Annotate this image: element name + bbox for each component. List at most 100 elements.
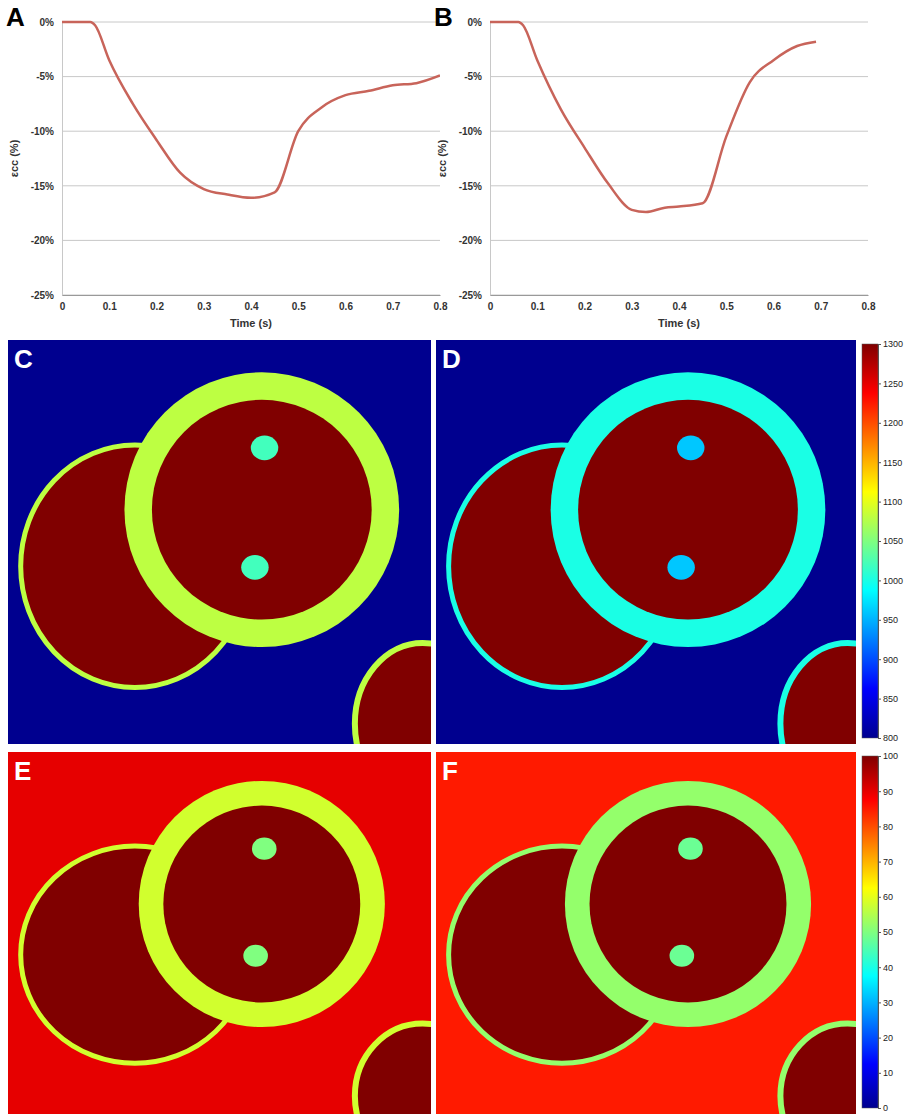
tick: 80 [878,822,893,832]
tick-label: -15% [459,181,482,192]
tick: 0.8 [862,295,876,312]
tick: -25% [459,290,490,301]
y-axis-title: εcc (%) [8,139,20,177]
tick-label: 0.6 [339,301,353,312]
tick-mark [878,344,881,345]
tick-label: 0.2 [578,301,592,312]
tick: -15% [459,181,490,192]
tick-label: 0.6 [767,301,781,312]
x-axis: 00.10.20.30.40.50.60.70.8 [60,295,448,312]
tick-label: 1050 [883,536,903,546]
adjacent-blood [355,643,431,744]
papillary-muscle [252,838,277,860]
papillary-muscle [670,945,695,967]
papillary-muscle [251,436,278,461]
tick-label: -20% [459,235,482,246]
tick: 30 [878,998,893,1008]
tick-label: 0 [883,1103,888,1113]
y-axis: -25%-20%-15%-10%-5%0% [459,17,491,301]
tick-label: 0% [40,17,55,28]
tick: 0 [878,1103,888,1113]
tick: 0.3 [625,295,639,312]
y-axis: -25%-20%-15%-10%-5%0% [31,17,63,301]
tick-mark [878,862,881,863]
tick-label: -10% [459,126,482,137]
tick: 50 [878,927,893,937]
tick-mark [878,699,881,700]
tick: 0.2 [578,295,592,312]
tick-mark [878,620,881,621]
tick-label: -10% [31,126,54,137]
tick-label: 800 [883,733,898,743]
tick: -10% [31,126,62,137]
tick-label: -5% [36,71,54,82]
tick-label: 0.1 [103,301,117,312]
tick-label: 1300 [883,339,903,349]
tick-label: 0.3 [625,301,639,312]
tick-label: 0 [60,301,66,312]
figure: -25% -20% -15% -10% -5% 0% 0 0.1 0.2 0.3 0.4 0.5 0.6… [0,0,917,1119]
lv-myocardium [565,781,811,1027]
grid-line [490,185,868,186]
tick-mark [878,502,881,503]
tick-mark [878,541,881,542]
tick: -25% [31,290,62,301]
tick-label: 0.5 [720,301,734,312]
tick-label: 0% [468,17,483,28]
tick: 0.2 [150,295,164,312]
tick-label: 60 [883,892,893,902]
panel-label: B [434,2,453,32]
tick-label: 0.3 [197,301,211,312]
tick: 900 [878,655,898,665]
tick: 0.4 [245,295,259,312]
tick-label: 10 [883,1068,893,1078]
colorbar-gradient [862,344,878,738]
grid-line [490,22,868,23]
tick-mark [878,462,881,463]
tick-label: -25% [31,290,54,301]
tick-mark [878,756,881,757]
tick-label: 1100 [883,497,902,507]
axis-line [62,23,63,296]
colorbar-gradient [862,756,878,1108]
tick-label: 1150 [883,458,902,468]
map-panel: E [8,752,490,1119]
axis-line [490,23,491,296]
tick-mark [878,423,881,424]
tick: 0.1 [103,295,117,312]
grid [490,22,868,295]
grid-line [490,131,868,132]
tick-label: 30 [883,998,893,1008]
adjacent-blood [355,1024,431,1115]
strain-curve [490,22,816,212]
tick-label: 0.2 [150,301,164,312]
lv-blood-pool [590,806,787,1003]
tick: 1050 [878,536,903,546]
tick-label: -25% [459,290,482,301]
tick-label: 70 [883,857,893,867]
plot-marks [62,22,440,198]
map-marks [8,340,431,744]
tick: 20 [878,1033,893,1043]
tick-label: 80 [883,822,893,832]
tick: 0.1 [531,295,545,312]
colorbar-axis: 8008509009501000105011001150120012501300 [878,339,903,743]
tick: 1200 [878,418,903,428]
lv-blood-pool [152,400,372,620]
tick: 0.8 [434,295,448,312]
map-panel: F [436,752,915,1119]
map-marks [436,752,856,1114]
tick-mark [878,659,881,660]
axis-line [491,295,869,296]
tick: 0.4 [673,295,687,312]
tick: -15% [31,181,62,192]
tick-label: 0.4 [673,301,687,312]
colorbar-axis: 0102030405060708090100 [878,751,898,1113]
tick-label: 0.8 [434,301,448,312]
panel-label: F [442,756,458,786]
tick-label: -15% [31,181,54,192]
map-marks [8,752,431,1114]
tick-label: 50 [883,927,893,937]
x-axis-title: Time (s) [658,317,700,329]
tick-label: 950 [883,615,898,625]
